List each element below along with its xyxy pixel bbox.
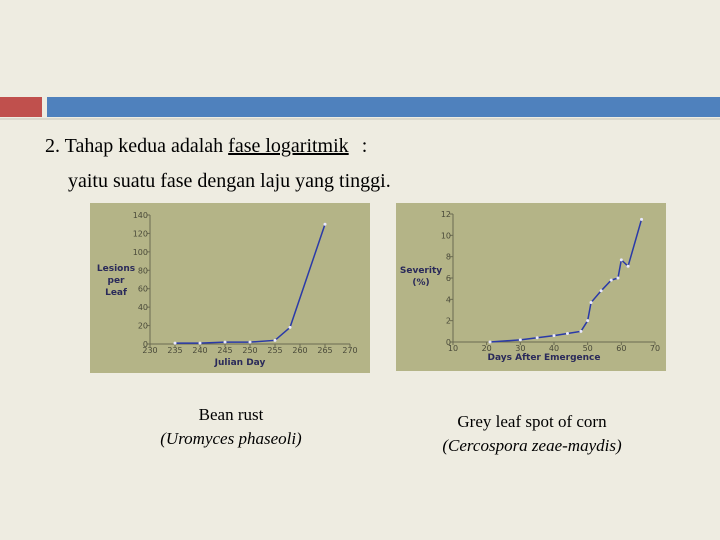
data-point <box>173 341 177 345</box>
data-point <box>518 338 522 342</box>
y-tick-label: 140 <box>133 211 148 220</box>
x-tick-label: 50 <box>583 344 593 353</box>
y-tick-label: 40 <box>138 303 148 312</box>
data-point <box>198 341 202 345</box>
text: 2. Tahap kedua adalah <box>45 135 223 157</box>
y-tick-label: 8 <box>446 253 451 262</box>
data-line <box>489 219 643 343</box>
x-tick-label: 60 <box>616 344 626 353</box>
heading-line1: 2. Tahap kedua adalah fase logaritmik : <box>45 135 367 157</box>
accent-blue <box>47 97 720 117</box>
x-tick-label: 235 <box>167 346 182 355</box>
data-point <box>579 329 583 333</box>
data-point <box>589 301 593 305</box>
x-axis-label: Days After Emergence <box>488 353 601 363</box>
y-tick-label: 4 <box>446 295 451 304</box>
data-point <box>599 289 603 293</box>
x-tick-label: 30 <box>515 344 525 353</box>
y-axis-label: (%) <box>412 278 429 288</box>
x-tick-label: 245 <box>217 346 232 355</box>
data-point <box>565 331 569 335</box>
x-axis-label: Julian Day <box>214 358 266 368</box>
x-tick-label: 250 <box>242 346 257 355</box>
y-tick-label: 80 <box>138 266 148 275</box>
x-tick-label: 255 <box>267 346 282 355</box>
y-axis-label: per <box>108 276 126 286</box>
data-point <box>609 278 613 282</box>
y-tick-label: 20 <box>138 322 148 331</box>
data-point <box>248 340 252 344</box>
caption: (Cercospora zeae-maydis) <box>442 436 622 455</box>
y-axis-label: Leaf <box>105 288 127 298</box>
data-point <box>223 340 227 344</box>
accent-red <box>0 97 42 117</box>
data-point <box>586 319 590 323</box>
y-tick-label: 0 <box>446 338 451 347</box>
x-tick-label: 230 <box>142 346 157 355</box>
x-tick-label: 70 <box>650 344 660 353</box>
data-point <box>288 325 292 329</box>
data-point <box>616 276 620 280</box>
y-tick-label: 12 <box>441 210 451 219</box>
y-axis-label: Lesions <box>97 264 135 274</box>
text: : <box>362 135 368 157</box>
data-point <box>619 258 623 262</box>
y-tick-label: 100 <box>133 248 148 257</box>
data-point <box>323 222 327 226</box>
x-tick-label: 20 <box>482 344 492 353</box>
data-point <box>273 338 277 342</box>
caption: (Uromyces phaseoli) <box>160 429 302 448</box>
y-tick-label: 10 <box>441 231 451 240</box>
underlined-text: fase logaritmik <box>228 135 349 157</box>
y-tick-label: 60 <box>138 285 148 294</box>
caption: Bean rust <box>199 405 264 424</box>
y-tick-label: 2 <box>446 317 451 326</box>
y-tick-label: 6 <box>446 274 451 283</box>
x-tick-label: 10 <box>448 344 458 353</box>
x-tick-label: 240 <box>192 346 207 355</box>
x-tick-label: 40 <box>549 344 559 353</box>
data-point <box>552 334 556 338</box>
data-point <box>535 336 539 340</box>
y-axis-label: Severity <box>400 266 442 276</box>
data-point <box>488 340 492 344</box>
y-tick-label: 120 <box>133 229 148 238</box>
data-point <box>626 264 630 268</box>
y-tick-label: 0 <box>143 340 148 349</box>
x-tick-label: 265 <box>317 346 332 355</box>
data-point <box>640 217 644 221</box>
caption: Grey leaf spot of corn <box>457 412 607 431</box>
x-tick-label: 260 <box>292 346 307 355</box>
heading-line2: yaitu suatu fase dengan laju yang tinggi… <box>68 170 391 192</box>
x-tick-label: 270 <box>342 346 357 355</box>
